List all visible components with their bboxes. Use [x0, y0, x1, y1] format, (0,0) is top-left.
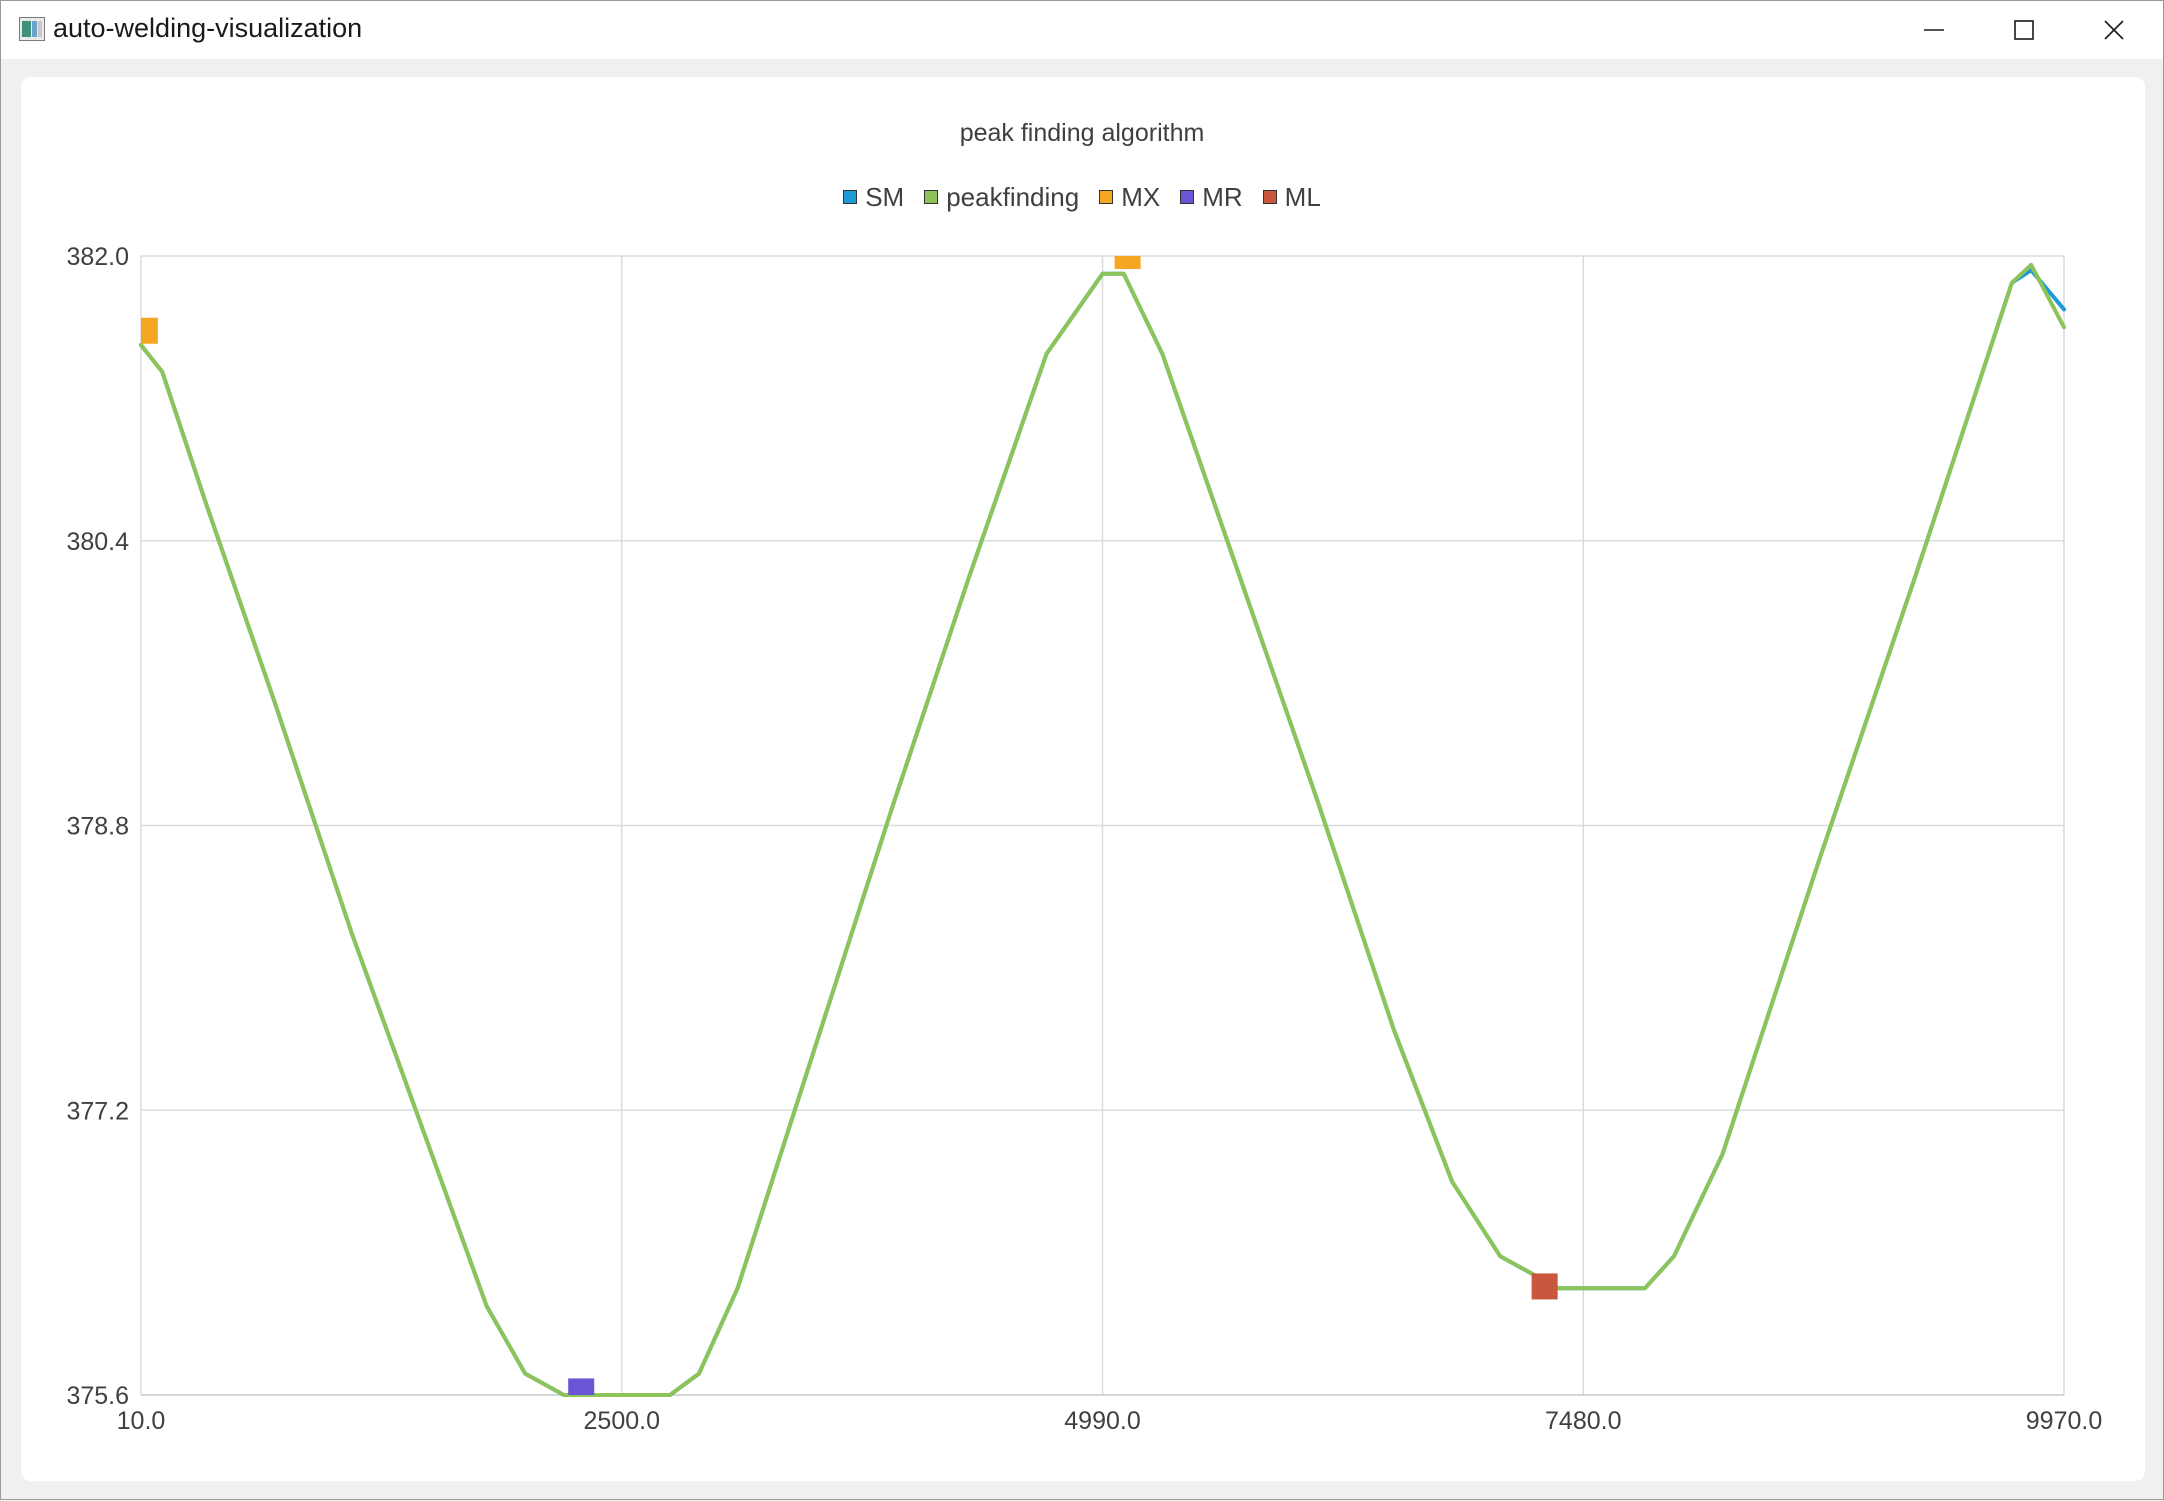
legend-swatch: [1262, 190, 1277, 204]
legend-item-mx: MX: [1099, 182, 1160, 213]
y-tick-label: 380.4: [66, 528, 129, 556]
x-tick-label: 10.0: [117, 1407, 166, 1435]
legend-swatch: [924, 190, 939, 204]
chart-panel: [21, 77, 2145, 1481]
maximize-icon: [2014, 20, 2034, 40]
y-tick-label: 378.8: [66, 813, 129, 841]
legend-item-ml: ML: [1262, 181, 1321, 213]
legend-label: MX: [1121, 181, 1161, 212]
close-button[interactable]: [2069, 1, 2159, 59]
y-tick-label: 375.6: [66, 1382, 129, 1410]
x-tick-label: 7480.0: [1545, 1407, 1621, 1435]
close-icon: [2104, 20, 2124, 40]
y-tick-label: 377.2: [66, 1097, 129, 1125]
x-tick-label: 4990.0: [1064, 1407, 1140, 1435]
series-line-peakfinding: [139, 262, 2066, 1397]
chart-app-icon: [19, 17, 45, 41]
title-bar[interactable]: auto-welding-visualization: [1, 1, 2163, 59]
legend-label: MR: [1202, 181, 1243, 212]
x-tick-label: 9970.0: [2026, 1407, 2102, 1435]
maximize-button[interactable]: [1979, 1, 2069, 59]
legend-label: ML: [1284, 181, 1321, 212]
legend-label: SM: [865, 181, 905, 212]
marker-mx: [141, 317, 158, 344]
legend-item-mr: MR: [1180, 181, 1243, 213]
marker-ml: [1531, 1273, 1558, 1300]
legend-swatch: [843, 190, 858, 204]
legend-item-sm: SM: [843, 182, 904, 213]
legend-swatch: [1099, 190, 1114, 204]
legend-label: peakfinding: [946, 181, 1080, 212]
y-tick-label: 382.0: [66, 243, 129, 271]
chart-title: peak finding algorithm: [959, 119, 1205, 147]
marker-mx: [1114, 256, 1141, 269]
minimize-button[interactable]: [1889, 1, 1979, 59]
legend-swatch: [1180, 190, 1195, 204]
marker-mr: [568, 1378, 595, 1395]
x-tick-label: 2500.0: [584, 1407, 660, 1435]
legend-item-peakfinding: peakfinding: [924, 182, 1079, 213]
chart-legend: SM peakfinding MX MR ML: [1, 181, 2163, 213]
minimize-icon: [1924, 29, 1944, 31]
window-title: auto-welding-visualization: [53, 13, 363, 43]
